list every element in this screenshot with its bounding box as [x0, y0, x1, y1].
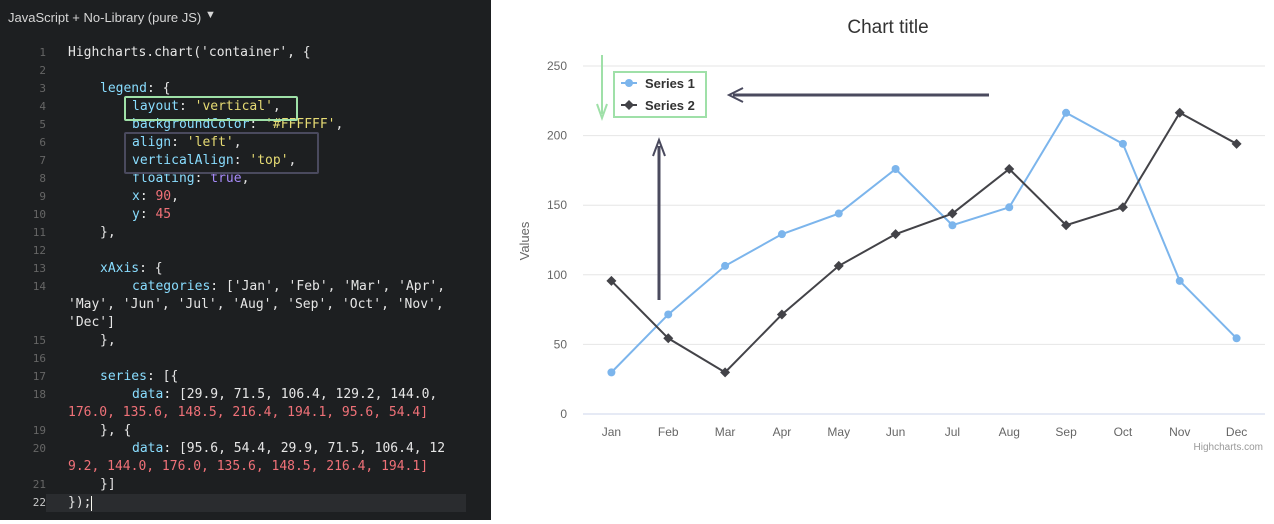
x-tick-label: Dec [1226, 425, 1247, 439]
series-1-point[interactable] [1005, 203, 1013, 211]
series-2[interactable] [606, 108, 1241, 378]
code-line: }, [100, 333, 116, 348]
code-line: data: [95.6, 54.4, 29.9, 71.5, 106.4, 12 [132, 441, 445, 456]
series-2-point[interactable] [891, 229, 901, 239]
series-1-point[interactable] [664, 310, 672, 318]
code-line: }, { [100, 423, 131, 438]
series-1-point[interactable] [892, 165, 900, 173]
line-chart: Chart title 0 50 100 150 200 250 Values Jan Fe… [491, 0, 1274, 520]
code-line: series: [{ [100, 369, 178, 384]
line-number: 7 [0, 154, 46, 167]
line-number: 3 [0, 82, 46, 95]
line-number: 20 [0, 442, 46, 455]
annotation-arrow-left [729, 88, 989, 102]
code-line: 'May', 'Jun', 'Jul', 'Aug', 'Sep', 'Oct'… [68, 297, 444, 312]
y-tick-label: 0 [560, 407, 567, 421]
series-1-point[interactable] [1176, 277, 1184, 285]
line-number: 19 [0, 424, 46, 437]
y-tick-label: 50 [554, 337, 568, 351]
line-number: 6 [0, 136, 46, 149]
series-1-point[interactable] [948, 221, 956, 229]
line-number: 16 [0, 352, 46, 365]
line-number: 9 [0, 190, 46, 203]
y-tick-label: 250 [547, 59, 567, 73]
series-group [606, 108, 1241, 378]
code-editor-panel[interactable]: JavaScript + No-Library (pure JS) ▼ 1 2 … [0, 0, 491, 520]
code-area[interactable]: 1 2 3 4 5 6 7 8 9 10 11 12 13 14 15 16 1… [0, 0, 491, 520]
series-1-point[interactable] [1062, 109, 1070, 117]
line-number: 18 [0, 388, 46, 401]
y-axis-ticks: 0 50 100 150 200 250 [547, 59, 567, 421]
x-tick-label: Mar [715, 425, 736, 439]
series-2-point[interactable] [1232, 139, 1242, 149]
x-tick-label: Jan [602, 425, 621, 439]
series-1-line[interactable] [611, 113, 1236, 373]
align-highlight-box [124, 132, 319, 174]
y-axis-label: Values [517, 221, 532, 260]
code-line: data: [29.9, 71.5, 106.4, 129.2, 144.0, [132, 387, 437, 402]
code-line: categories: ['Jan', 'Feb', 'Mar', 'Apr', [132, 279, 445, 294]
series-1-point[interactable] [778, 230, 786, 238]
line-number: 14 [0, 280, 46, 293]
code-line: }] [100, 477, 116, 492]
x-tick-label: Jun [886, 425, 905, 439]
line-number: 13 [0, 262, 46, 275]
x-axis-ticks: Jan Feb Mar Apr May Jun Jul Aug Sep Oct Nov Dec [602, 425, 1248, 439]
line-number: 17 [0, 370, 46, 383]
series-2-point[interactable] [1175, 108, 1185, 118]
x-tick-label: Nov [1169, 425, 1190, 439]
code-line: Highcharts.chart('container', { [68, 45, 311, 60]
code-line: xAxis: { [100, 261, 163, 276]
legend-label-series-1[interactable]: Series 1 [645, 76, 695, 91]
line-number: 4 [0, 100, 46, 113]
x-tick-label: Oct [1114, 425, 1133, 439]
code-line: }, [100, 225, 116, 240]
line-number: 15 [0, 334, 46, 347]
line-number: 12 [0, 244, 46, 257]
line-number: 1 [0, 46, 46, 59]
current-line-highlight [46, 494, 466, 512]
series-2-line[interactable] [611, 113, 1236, 373]
code-line: y: 45 [132, 207, 171, 222]
legend-circle-marker-icon [625, 79, 633, 87]
layout-highlight-box [124, 96, 298, 121]
x-tick-label: Feb [658, 425, 679, 439]
legend-label-series-2[interactable]: Series 2 [645, 98, 695, 113]
series-1-point[interactable] [1233, 334, 1241, 342]
chart-panel: Chart title 0 50 100 150 200 250 Values Jan Fe… [491, 0, 1274, 520]
x-tick-label: Sep [1055, 425, 1077, 439]
line-number: 2 [0, 64, 46, 77]
x-tick-label: Aug [999, 425, 1020, 439]
credits[interactable]: Highcharts.com [1194, 442, 1263, 453]
code-line: 'Dec'] [68, 315, 115, 330]
series-1[interactable] [607, 109, 1240, 377]
x-tick-label: May [827, 425, 850, 439]
x-tick-label: Jul [945, 425, 960, 439]
series-1-point[interactable] [607, 368, 615, 376]
code-line: 9.2, 144.0, 176.0, 135.6, 148.5, 216.4, … [68, 459, 428, 474]
annotation-arrow-up [653, 140, 665, 300]
y-tick-label: 200 [547, 129, 567, 143]
y-tick-label: 150 [547, 198, 567, 212]
code-line: x: 90, [132, 189, 179, 204]
line-number: 8 [0, 172, 46, 185]
series-1-point[interactable] [1119, 140, 1127, 148]
code-line: 176.0, 135.6, 148.5, 216.4, 194.1, 95.6,… [68, 405, 428, 420]
line-number: 11 [0, 226, 46, 239]
chart-title: Chart title [847, 17, 928, 38]
series-1-point[interactable] [721, 262, 729, 270]
line-number: 5 [0, 118, 46, 131]
series-2-point[interactable] [1118, 202, 1128, 212]
line-number: 22 [0, 496, 46, 509]
code-line: }); [68, 495, 91, 510]
x-tick-label: Apr [773, 425, 792, 439]
line-number: 10 [0, 208, 46, 221]
code-line: legend: { [100, 81, 170, 96]
text-cursor [91, 496, 92, 511]
series-1-point[interactable] [835, 210, 843, 218]
annotation-arrow-down [597, 55, 607, 118]
line-number: 21 [0, 478, 46, 491]
y-tick-label: 100 [547, 268, 567, 282]
